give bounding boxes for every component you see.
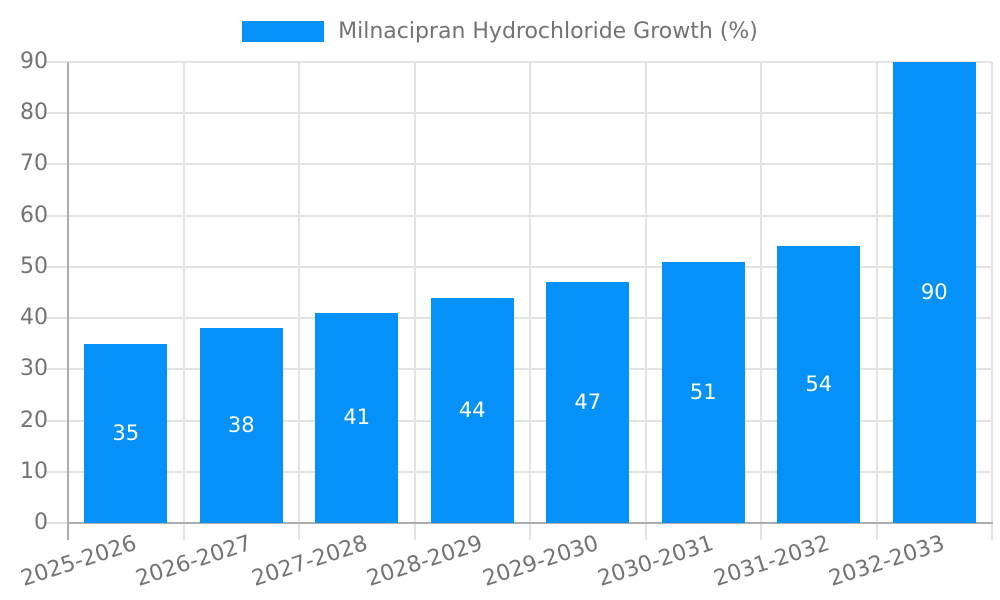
gridline-h bbox=[46, 214, 992, 217]
y-tick-label: 80 bbox=[20, 100, 48, 126]
y-tick-label: 0 bbox=[34, 510, 48, 535]
gridline-v bbox=[298, 62, 300, 540]
bar[interactable]: 41 bbox=[315, 312, 399, 523]
gridline-h bbox=[46, 317, 992, 320]
y-tick-label: 90 bbox=[20, 49, 48, 74]
y-tick-label: 10 bbox=[20, 458, 48, 484]
bar[interactable]: 38 bbox=[199, 328, 283, 523]
gridline-h bbox=[46, 419, 992, 422]
bar-value-label: 51 bbox=[689, 379, 717, 404]
bar[interactable]: 47 bbox=[546, 282, 630, 523]
gridline-h bbox=[46, 522, 68, 524]
legend-item[interactable]: Milnacipran Hydrochloride Growth (%) bbox=[242, 19, 758, 44]
bar-value-label: 41 bbox=[343, 405, 371, 430]
gridline-v bbox=[529, 62, 531, 540]
legend-swatch bbox=[242, 20, 325, 42]
y-tick-label: 40 bbox=[20, 305, 48, 331]
gridline-v bbox=[991, 62, 993, 540]
y-axis-line bbox=[67, 62, 69, 540]
gridline-h bbox=[46, 470, 992, 473]
y-tick-label: 70 bbox=[20, 151, 48, 177]
gridline-v bbox=[182, 62, 185, 540]
gridline-v bbox=[413, 62, 416, 540]
x-tick-label: 2031-2032 bbox=[710, 531, 833, 592]
legend: Milnacipran Hydrochloride Growth (%) bbox=[0, 15, 1000, 47]
legend-label: Milnacipran Hydrochloride Growth (%) bbox=[338, 18, 758, 44]
bar[interactable]: 54 bbox=[777, 246, 861, 523]
bar-value-label: 38 bbox=[227, 413, 255, 438]
y-tick-label: 50 bbox=[20, 253, 48, 279]
gridline-h bbox=[46, 265, 992, 268]
x-tick-label: 2027-2028 bbox=[248, 531, 371, 592]
y-tick-label: 30 bbox=[20, 356, 48, 382]
gridline-h bbox=[46, 368, 992, 371]
bar[interactable]: 44 bbox=[430, 297, 514, 523]
bar-value-label: 47 bbox=[574, 390, 602, 415]
x-tick-label: 2028-2029 bbox=[364, 531, 486, 592]
y-tick-label: 20 bbox=[20, 407, 48, 433]
bar-value-label: 54 bbox=[805, 372, 833, 397]
bar-value-label: 35 bbox=[112, 420, 140, 445]
bar-value-label: 44 bbox=[458, 397, 486, 422]
bar[interactable]: 90 bbox=[892, 62, 976, 523]
y-tick-label: 60 bbox=[20, 202, 48, 228]
x-tick-label: 2026-2027 bbox=[133, 531, 255, 592]
x-tick-label: 2029-2030 bbox=[479, 531, 602, 592]
x-tick-label: 2032-2033 bbox=[826, 531, 948, 592]
x-axis-line bbox=[67, 522, 993, 524]
bar[interactable]: 35 bbox=[84, 343, 168, 523]
bar-value-label: 90 bbox=[920, 280, 948, 304]
gridline-v bbox=[644, 62, 647, 540]
gridline-v bbox=[760, 62, 762, 540]
x-tick-label: 2030-2031 bbox=[595, 531, 717, 592]
gridline-h bbox=[46, 112, 992, 115]
bar[interactable]: 51 bbox=[661, 261, 745, 523]
gridline-h bbox=[46, 163, 992, 166]
x-tick-label: 2025-2026 bbox=[17, 531, 140, 592]
gridline-v bbox=[875, 62, 878, 540]
gridline-h bbox=[46, 61, 992, 63]
